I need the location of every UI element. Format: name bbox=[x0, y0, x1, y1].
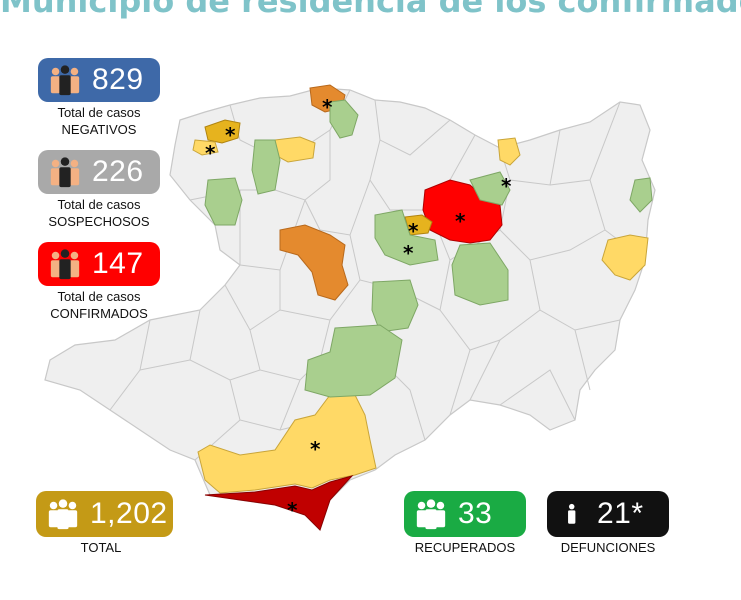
municipality-lightyellow-4 bbox=[601, 234, 649, 281]
defunciones-value: 21* bbox=[597, 497, 644, 530]
confirmados-label-2: CONFIRMADOS bbox=[50, 306, 148, 321]
municipality-green-8 bbox=[469, 171, 511, 206]
recuperados-value: 33 bbox=[458, 497, 493, 530]
people-group-icon bbox=[50, 65, 80, 96]
defunciones-label: DEFUNCIONES bbox=[560, 540, 656, 555]
negativos-badge: 829 bbox=[38, 58, 160, 102]
recuperados-label: RECUPERADOS bbox=[414, 540, 516, 555]
confirmados-caption: Total de casos CONFIRMADOS bbox=[38, 288, 160, 322]
negativos-label-1: Total de casos bbox=[57, 105, 141, 120]
marker-asterisk: * bbox=[225, 123, 236, 147]
municipality-lightyellow-1 bbox=[274, 136, 316, 163]
municipality-green-9 bbox=[629, 177, 653, 213]
sospechosos-value: 226 bbox=[92, 155, 144, 188]
municipality-green-5 bbox=[451, 242, 509, 306]
people-group-icon bbox=[50, 249, 80, 280]
sospechosos-label-1: Total de casos bbox=[57, 197, 141, 212]
total-label: TOTAL bbox=[80, 540, 122, 555]
marker-asterisk: * bbox=[455, 209, 466, 233]
recuperados-badge: 33 bbox=[404, 491, 526, 537]
page-title: Municipio de residencia de los confirmad… bbox=[0, 0, 741, 20]
sospechosos-label-2: SOSPECHOSOS bbox=[48, 214, 150, 229]
marker-asterisk: * bbox=[322, 95, 333, 119]
confirmados-badge: 147 bbox=[38, 242, 160, 286]
municipality-green-7 bbox=[304, 324, 403, 398]
people-group-icon bbox=[416, 499, 446, 530]
municipality-green-3 bbox=[329, 99, 359, 139]
municipality-green-4 bbox=[374, 209, 439, 266]
negativos-label-2: NEGATIVOS bbox=[61, 122, 137, 137]
defunciones-badge: 21* bbox=[547, 491, 669, 537]
sospechosos-caption: Total de casos SOSPECHOSOS bbox=[38, 196, 160, 230]
people-group-icon bbox=[48, 499, 78, 530]
person-icon bbox=[568, 503, 576, 524]
total-badge: 1,202 bbox=[36, 491, 173, 537]
sospechosos-badge: 226 bbox=[38, 150, 160, 194]
municipality-green-6 bbox=[371, 279, 419, 333]
marker-asterisk: * bbox=[287, 498, 298, 522]
confirmados-value: 147 bbox=[92, 247, 144, 280]
michoacan-municipality-map: * * * * * * * * * bbox=[44, 84, 656, 532]
municipality-lightyellow-south bbox=[197, 394, 377, 494]
municipality-green-1 bbox=[251, 139, 281, 195]
total-value: 1,202 bbox=[90, 497, 168, 530]
marker-asterisk: * bbox=[403, 241, 414, 265]
marker-asterisk: * bbox=[310, 437, 321, 461]
municipality-lightyellow-3 bbox=[497, 137, 521, 166]
municipality-gold-1 bbox=[204, 119, 241, 144]
marker-asterisk: * bbox=[205, 141, 216, 165]
municipality-darkred-coast bbox=[204, 475, 354, 531]
municipality-orange-west bbox=[279, 224, 349, 301]
negativos-caption: Total de casos NEGATIVOS bbox=[38, 104, 160, 138]
municipality-lightyellow-2 bbox=[192, 139, 219, 156]
marker-asterisk: * bbox=[501, 174, 512, 198]
people-group-icon bbox=[50, 157, 80, 188]
negativos-value: 829 bbox=[92, 63, 144, 96]
confirmados-label-1: Total de casos bbox=[57, 289, 141, 304]
marker-asterisk: * bbox=[408, 219, 419, 243]
municipality-green-2 bbox=[204, 177, 243, 226]
